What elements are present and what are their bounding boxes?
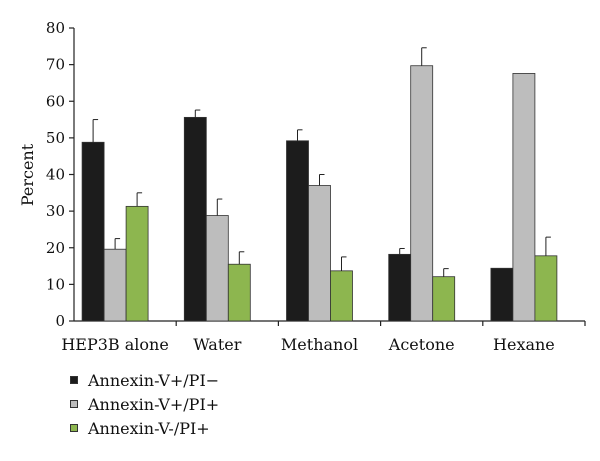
y-tick-label: 50 — [46, 129, 65, 147]
y-axis-label: Percent — [18, 143, 37, 206]
category-label: Acetone — [388, 335, 455, 354]
bar — [308, 185, 331, 322]
legend-swatch — [70, 424, 78, 432]
y-tick-label: 10 — [46, 275, 65, 293]
legend-item: Annexin-V+/PI− — [70, 368, 219, 392]
bar — [512, 73, 536, 322]
y-tick-label: 30 — [46, 202, 65, 220]
bar — [330, 270, 353, 322]
bar — [388, 253, 412, 322]
bar — [227, 263, 251, 322]
bar — [125, 205, 149, 322]
bars — [81, 47, 558, 322]
legend-label: Annexin-V-/PI+ — [88, 418, 210, 438]
y-tick-label: 40 — [46, 166, 65, 184]
bar-chart: 0 10 20 30 40 50 60 70 80 HEP3B alone Water Methan… — [18, 19, 586, 354]
bar — [205, 215, 229, 322]
bar — [183, 116, 207, 322]
legend-swatch — [70, 376, 78, 384]
category-label: HEP3B alone — [61, 335, 168, 354]
legend-label: Annexin-V+/PI+ — [88, 394, 220, 414]
y-tick-label: 80 — [46, 19, 65, 37]
bar — [81, 141, 105, 322]
legend-label: Annexin-V+/PI− — [88, 370, 220, 390]
bar — [534, 255, 558, 322]
legend-item: Annexin-V-/PI+ — [70, 416, 219, 440]
category-labels: HEP3B alone Water Methanol Acetone Hexane — [61, 335, 554, 354]
bar — [410, 65, 434, 322]
category-label: Hexane — [493, 335, 555, 354]
category-label: Water — [193, 335, 241, 354]
legend: Annexin-V+/PI− Annexin-V+/PI+ Annexin-V-/P… — [70, 368, 219, 440]
y-tick-label: 70 — [46, 56, 65, 74]
legend-swatch — [70, 400, 78, 408]
y-tick-label: 20 — [46, 239, 65, 257]
bar — [432, 276, 456, 322]
bar — [286, 140, 309, 322]
legend-item: Annexin-V+/PI+ — [70, 392, 219, 416]
bar — [490, 267, 514, 322]
category-label: Methanol — [281, 335, 358, 354]
y-axis: 0 10 20 30 40 50 60 70 80 — [46, 19, 586, 330]
bar — [103, 248, 127, 322]
y-tick-label: 60 — [46, 92, 65, 110]
y-tick-label: 0 — [55, 312, 65, 330]
